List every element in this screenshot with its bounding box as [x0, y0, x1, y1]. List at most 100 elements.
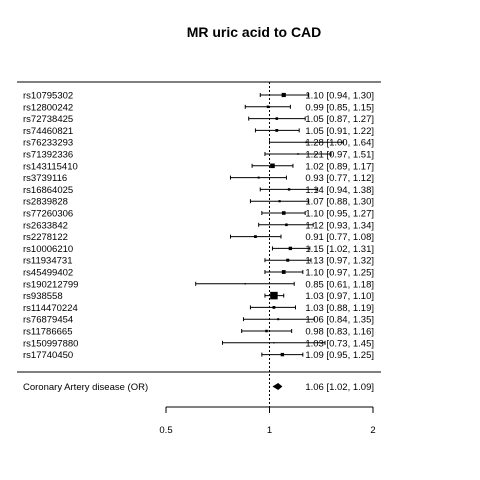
snp-rows: rs10795302 1.10 [0.94, 1.30] rs12800242 0.9…: [23, 91, 374, 362]
snp-row: rs12800242 0.99 [0.85, 1.15]: [23, 102, 374, 113]
snp-label: rs190212799: [23, 279, 78, 290]
snp-row: rs74460821 1.05 [0.91, 1.22]: [23, 126, 374, 137]
snp-row: rs114470224 1.03 [0.88, 1.19]: [23, 303, 374, 314]
snp-row: rs72738425 1.05 [0.87, 1.27]: [23, 114, 374, 125]
summary-diamond: [272, 383, 283, 390]
snp-label: rs71392336: [23, 150, 73, 161]
chart-title: MR uric acid to CAD: [187, 24, 322, 40]
snp-row: rs3739116 0.93 [0.77, 1.12]: [23, 173, 374, 184]
snp-label: rs12800242: [23, 102, 73, 113]
snp-label: rs11786665: [23, 327, 72, 338]
point-estimate: [281, 270, 286, 274]
snp-label: rs77260306: [23, 209, 73, 220]
point-estimate: [287, 188, 291, 191]
ci-text: 1.10 [0.94, 1.30]: [305, 91, 374, 102]
snp-row: rs150997880 1.03 [0.73, 1.45]: [23, 338, 374, 349]
snp-row: rs2633842 1.12 [0.93, 1.34]: [23, 220, 374, 231]
snp-label: rs17740450: [23, 350, 73, 361]
ci-text: 1.03 [0.73, 1.45]: [305, 338, 374, 349]
snp-label: rs76879454: [23, 315, 73, 326]
snp-row: rs10795302 1.10 [0.94, 1.30]: [23, 91, 374, 102]
snp-row: rs45499402 1.10 [0.97, 1.25]: [23, 268, 374, 279]
ci-text: 1.07 [0.88, 1.30]: [305, 197, 374, 208]
point-estimate: [275, 117, 279, 120]
point-estimate: [275, 129, 279, 132]
snp-label: rs45499402: [23, 268, 73, 279]
snp-label: rs3739116: [23, 173, 67, 184]
ci-text: 1.03 [0.97, 1.10]: [305, 291, 374, 302]
snp-row: rs11786665 0.98 [0.83, 1.16]: [23, 327, 374, 338]
point-estimate: [285, 223, 288, 227]
ci-text: 1.10 [0.95, 1.27]: [305, 209, 374, 220]
point-estimate: [278, 200, 281, 203]
snp-row: rs143115410 1.02 [0.89, 1.17]: [23, 161, 374, 172]
x-axis: 0.5 1 2: [159, 406, 376, 436]
point-estimate: [280, 352, 285, 357]
x-tick-label: 1: [267, 425, 272, 436]
ci-text: 1.03 [0.88, 1.19]: [305, 303, 374, 314]
point-estimate: [273, 342, 275, 344]
ci-text: 1.09 [0.95, 1.25]: [305, 350, 374, 361]
snp-row: rs938558 1.03 [0.97, 1.10]: [23, 291, 374, 302]
snp-label: rs16864025: [23, 185, 73, 196]
point-estimate: [257, 176, 260, 179]
snp-label: rs72738425: [23, 114, 73, 125]
point-estimate: [281, 211, 286, 215]
ci-text: 1.05 [0.87, 1.27]: [305, 114, 374, 125]
point-estimate: [286, 258, 290, 262]
ci-text: 1.15 [1.02, 1.31]: [305, 244, 374, 255]
ci-text: 0.85 [0.61, 1.18]: [305, 279, 374, 290]
snp-label: rs150997880: [23, 338, 78, 349]
point-estimate: [244, 283, 246, 285]
snp-row: rs16864025 1.14 [0.94, 1.38]: [23, 185, 374, 196]
point-estimate: [270, 163, 275, 169]
x-tick-label: 2: [370, 425, 375, 436]
ci-text: 1.12 [0.93, 1.34]: [305, 220, 374, 231]
summary-ci-text: 1.06 [1.02, 1.09]: [305, 382, 374, 393]
ci-text: 1.05 [0.91, 1.22]: [305, 126, 374, 137]
point-estimate: [305, 141, 308, 144]
snp-row: rs77260306 1.10 [0.95, 1.27]: [23, 209, 374, 220]
ci-text: 1.28 [1.00, 1.64]: [305, 138, 374, 149]
snp-label: rs2278122: [23, 232, 68, 243]
snp-label: rs938558: [23, 291, 63, 302]
point-estimate: [277, 318, 280, 321]
snp-row: rs190212799 0.85 [0.61, 1.18]: [23, 279, 374, 290]
x-tick-label: 0.5: [159, 425, 172, 436]
snp-row: rs76879454 1.06 [0.84, 1.35]: [23, 315, 374, 326]
ci-text: 0.93 [0.77, 1.12]: [305, 173, 374, 184]
point-estimate: [297, 153, 299, 155]
point-estimate: [270, 291, 278, 300]
snp-row: rs2839828 1.07 [0.88, 1.30]: [23, 197, 374, 208]
snp-label: rs11934731: [23, 256, 72, 267]
ci-text: 1.14 [0.94, 1.38]: [305, 185, 374, 196]
snp-label: rs143115410: [23, 161, 78, 172]
snp-row: rs10006210 1.15 [1.02, 1.31]: [23, 244, 374, 255]
point-estimate: [272, 306, 276, 309]
snp-row: rs11934731 1.13 [0.97, 1.32]: [23, 256, 374, 267]
ci-text: 1.02 [0.89, 1.17]: [305, 161, 374, 172]
ci-text: 1.13 [0.97, 1.32]: [305, 256, 374, 267]
point-estimate: [288, 246, 293, 251]
ci-text: 0.98 [0.83, 1.16]: [305, 327, 374, 338]
ci-text: 0.91 [0.77, 1.08]: [305, 232, 374, 243]
snp-label: rs10795302: [23, 91, 73, 102]
point-estimate: [254, 235, 257, 238]
ci-text: 1.06 [0.84, 1.35]: [305, 315, 374, 326]
ci-text: 1.10 [0.97, 1.25]: [305, 268, 374, 279]
ci-text: 1.21 [0.97, 1.51]: [305, 150, 374, 161]
summary-label: Coronary Artery disease (OR): [23, 382, 148, 393]
point-estimate: [266, 105, 270, 109]
snp-row: rs2278122 0.91 [0.77, 1.08]: [23, 232, 374, 243]
point-estimate: [281, 92, 286, 98]
snp-label: rs76233293: [23, 138, 73, 149]
snp-label: rs2839828: [23, 197, 68, 208]
snp-label: rs74460821: [23, 126, 73, 137]
snp-label: rs10006210: [23, 244, 73, 255]
snp-label: rs2633842: [23, 220, 68, 231]
snp-row: rs17740450 1.09 [0.95, 1.25]: [23, 350, 374, 361]
point-estimate: [265, 329, 268, 333]
ci-text: 0.99 [0.85, 1.15]: [305, 102, 374, 113]
snp-row: rs71392336 1.21 [0.97, 1.51]: [23, 150, 374, 161]
